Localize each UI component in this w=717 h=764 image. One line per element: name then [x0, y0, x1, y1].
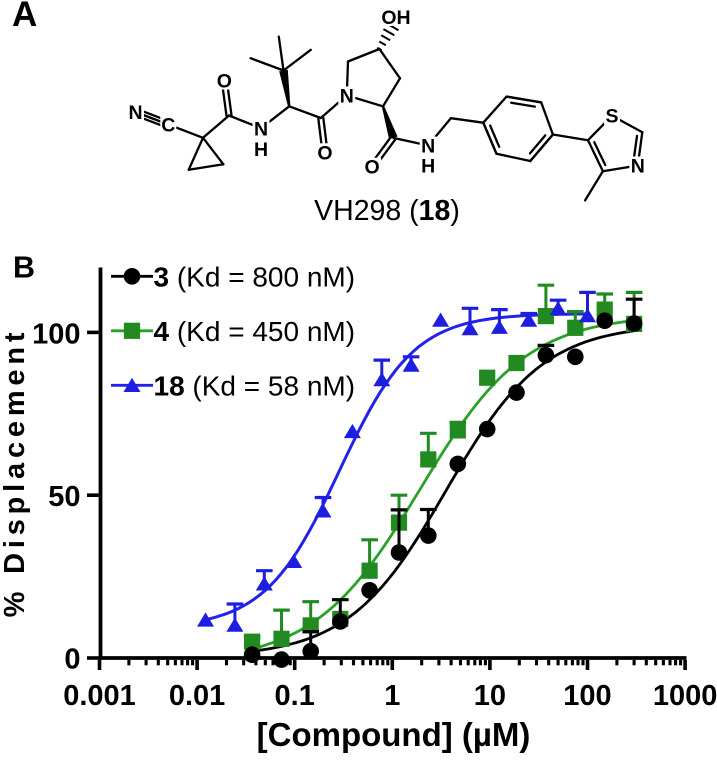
svg-text:1000: 1000 — [653, 680, 717, 712]
svg-text:0: 0 — [64, 644, 80, 676]
svg-text:N: N — [421, 136, 435, 158]
svg-text:H: H — [421, 156, 435, 178]
svg-text:B: B — [13, 250, 35, 284]
svg-text:N: N — [631, 156, 645, 178]
svg-text:S: S — [605, 106, 618, 128]
svg-text:O: O — [217, 71, 232, 93]
svg-text:[Compound] (µM): [Compound] (µM) — [257, 716, 531, 753]
svg-text:50: 50 — [48, 481, 80, 513]
svg-text:A: A — [12, 0, 37, 34]
svg-text:O: O — [365, 157, 380, 179]
svg-text:C: C — [161, 115, 175, 137]
svg-text:0.001: 0.001 — [63, 680, 136, 712]
svg-text:4 (Kd = 450 nM): 4 (Kd = 450 nM) — [154, 316, 356, 347]
svg-text:100: 100 — [563, 680, 611, 712]
svg-text:N: N — [128, 102, 142, 124]
svg-text:0.01: 0.01 — [169, 680, 225, 712]
svg-text:10: 10 — [474, 680, 506, 712]
svg-text:100: 100 — [32, 319, 80, 351]
svg-text:% Displacement: % Displacement — [0, 328, 31, 618]
svg-text:18 (Kd = 58 nM): 18 (Kd = 58 nM) — [154, 370, 356, 401]
svg-text:0.1: 0.1 — [275, 680, 315, 712]
svg-text:3 (Kd = 800 nM): 3 (Kd = 800 nM) — [154, 261, 356, 292]
svg-text:H: H — [254, 139, 268, 161]
svg-text:O: O — [317, 142, 332, 164]
svg-text:1: 1 — [384, 680, 400, 712]
svg-text:VH298 (18): VH298 (18) — [314, 195, 460, 227]
svg-text:N: N — [340, 85, 354, 107]
svg-text:OH: OH — [381, 7, 410, 29]
svg-text:N: N — [254, 118, 268, 140]
